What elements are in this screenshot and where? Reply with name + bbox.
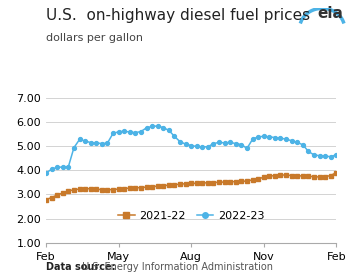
Text: U.S. Energy Information Administration: U.S. Energy Information Administration bbox=[79, 262, 273, 272]
Text: eia: eia bbox=[318, 6, 343, 21]
Text: Data source:: Data source: bbox=[46, 262, 116, 272]
Text: U.S.  on-highway diesel fuel prices: U.S. on-highway diesel fuel prices bbox=[46, 8, 310, 23]
Text: dollars per gallon: dollars per gallon bbox=[46, 33, 143, 44]
Legend: 2021-22, 2022-23: 2021-22, 2022-23 bbox=[114, 207, 269, 225]
